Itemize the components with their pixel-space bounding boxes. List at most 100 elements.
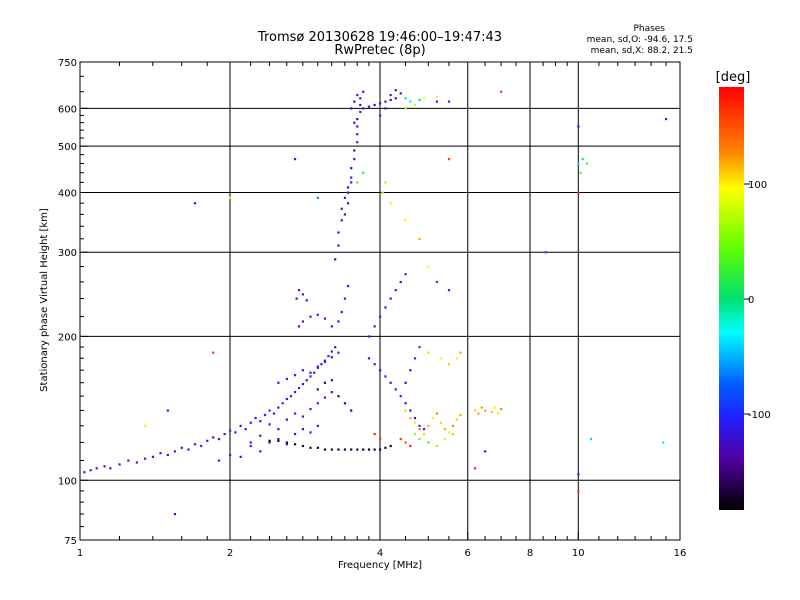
data-point bbox=[409, 100, 412, 103]
data-point bbox=[389, 202, 392, 205]
y-tick-label: 75 bbox=[64, 536, 77, 547]
data-point bbox=[384, 100, 387, 103]
data-point bbox=[409, 409, 412, 412]
data-point bbox=[404, 273, 407, 276]
data-point bbox=[323, 448, 327, 451]
data-point bbox=[281, 402, 284, 405]
data-point bbox=[384, 375, 387, 378]
x-tick-label: 1 bbox=[77, 548, 83, 559]
data-point bbox=[313, 371, 316, 374]
data-point bbox=[399, 395, 402, 398]
data-point bbox=[229, 196, 232, 199]
data-point bbox=[373, 363, 376, 366]
data-point bbox=[340, 310, 343, 314]
data-point bbox=[477, 412, 480, 415]
data-point bbox=[334, 258, 337, 261]
data-point bbox=[83, 471, 86, 474]
data-point bbox=[500, 407, 503, 411]
data-point bbox=[337, 244, 340, 247]
data-point bbox=[263, 413, 267, 417]
data-point bbox=[293, 390, 297, 394]
data-point bbox=[435, 412, 438, 415]
data-point bbox=[323, 317, 327, 320]
data-point bbox=[379, 437, 382, 441]
stats-heading: Phases bbox=[633, 24, 665, 34]
data-point bbox=[95, 467, 98, 470]
data-point bbox=[343, 402, 347, 405]
chart-subtitle: RwPretec (8p) bbox=[334, 43, 425, 58]
data-point bbox=[399, 437, 402, 441]
y-tick-label: 500 bbox=[58, 142, 77, 153]
stats-line-o: mean, sd,O: -94.6, 17.5 bbox=[587, 35, 693, 45]
data-point bbox=[295, 297, 298, 300]
data-point bbox=[589, 437, 593, 441]
data-point bbox=[373, 432, 376, 436]
data-point bbox=[320, 363, 323, 366]
data-point bbox=[323, 360, 327, 363]
data-point bbox=[277, 439, 280, 442]
data-point bbox=[427, 351, 430, 354]
data-point bbox=[285, 397, 288, 401]
data-point bbox=[413, 416, 417, 420]
data-point bbox=[362, 171, 365, 174]
data-point bbox=[309, 431, 312, 434]
y-tick-label: 100 bbox=[58, 476, 77, 487]
data-point bbox=[389, 297, 392, 300]
data-point bbox=[166, 453, 169, 457]
data-point bbox=[394, 388, 397, 391]
data-point bbox=[353, 158, 356, 161]
data-point bbox=[89, 469, 92, 472]
data-point bbox=[143, 424, 147, 428]
data-point bbox=[356, 117, 359, 121]
data-point bbox=[301, 444, 305, 448]
y-tick-label: 200 bbox=[58, 332, 77, 343]
data-point bbox=[350, 107, 353, 110]
data-point bbox=[404, 402, 407, 405]
data-point bbox=[337, 320, 340, 323]
data-point bbox=[330, 448, 333, 451]
data-point bbox=[418, 237, 421, 241]
data-point bbox=[103, 465, 106, 468]
data-point bbox=[356, 133, 359, 136]
stats-line-x: mean, sd,X: 88.2, 21.5 bbox=[591, 46, 693, 56]
data-point bbox=[337, 351, 340, 354]
data-point bbox=[173, 513, 177, 516]
data-point bbox=[431, 416, 434, 420]
data-point bbox=[665, 117, 668, 121]
data-point bbox=[229, 453, 232, 457]
data-point bbox=[316, 196, 319, 199]
data-point bbox=[343, 213, 347, 216]
data-point bbox=[422, 428, 426, 431]
data-point bbox=[337, 231, 340, 234]
data-point bbox=[404, 409, 407, 412]
data-point bbox=[384, 446, 387, 449]
data-point bbox=[447, 100, 451, 103]
data-point bbox=[459, 413, 462, 417]
data-point bbox=[422, 432, 426, 436]
data-point bbox=[362, 107, 365, 110]
data-point bbox=[353, 100, 356, 103]
data-point bbox=[577, 125, 580, 128]
data-point bbox=[350, 176, 353, 179]
data-point bbox=[301, 428, 305, 431]
data-point bbox=[346, 186, 350, 189]
data-point bbox=[443, 428, 447, 431]
data-point bbox=[316, 424, 319, 428]
data-point bbox=[447, 158, 451, 161]
data-point bbox=[379, 315, 382, 318]
data-point bbox=[327, 354, 330, 358]
data-point bbox=[373, 448, 376, 451]
data-point bbox=[337, 448, 340, 451]
data-point bbox=[346, 284, 350, 288]
data-point bbox=[305, 299, 308, 302]
data-point bbox=[249, 441, 252, 444]
data-point bbox=[330, 356, 333, 359]
data-point bbox=[484, 409, 487, 412]
x-tick-label: 2 bbox=[227, 548, 233, 559]
data-point bbox=[249, 421, 252, 424]
data-point bbox=[409, 444, 412, 448]
data-point bbox=[301, 415, 305, 418]
data-point bbox=[254, 416, 257, 420]
data-point bbox=[316, 388, 319, 391]
